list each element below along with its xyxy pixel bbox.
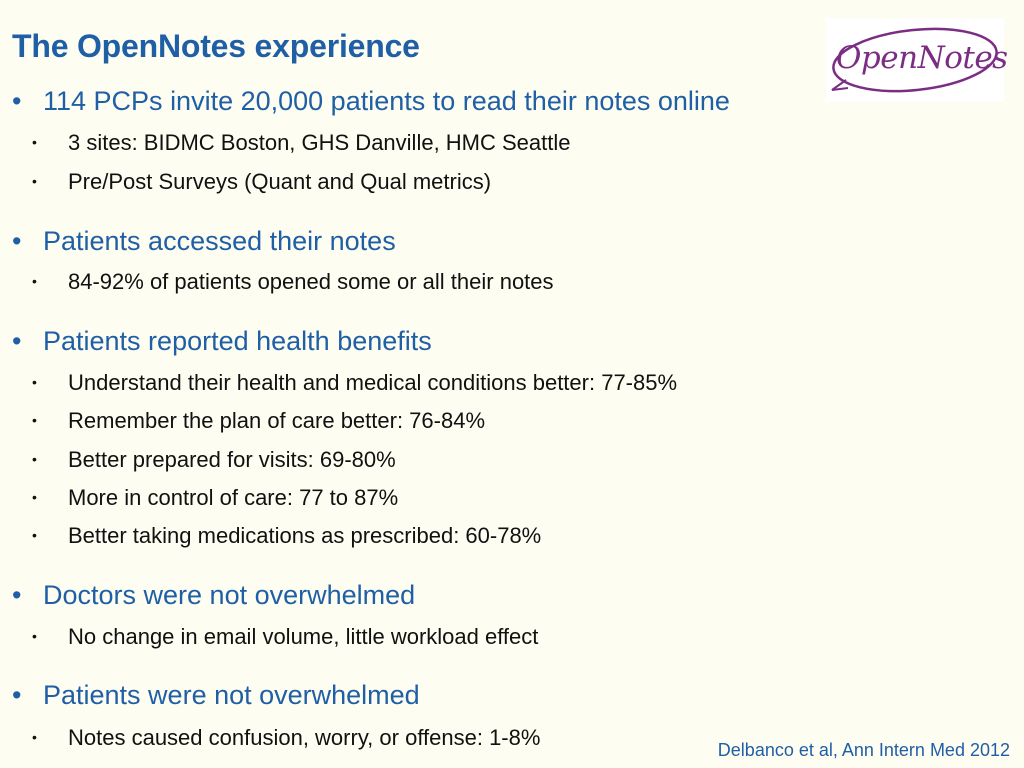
sub-bullet-item: No change in email volume, little worklo… xyxy=(32,624,538,650)
logo-swoosh-icon xyxy=(831,27,998,93)
sub-bullet-item: 84-92% of patients opened some or all th… xyxy=(32,269,554,295)
sub-bullet-item: More in control of care: 77 to 87% xyxy=(32,485,398,511)
sub-bullet-item: 3 sites: BIDMC Boston, GHS Danville, HMC… xyxy=(32,130,571,156)
sub-bullet-item: Pre/Post Surveys (Quant and Qual metrics… xyxy=(32,169,491,195)
bullet-item: Patients reported health benefits xyxy=(12,326,432,357)
citation: Delbanco et al, Ann Intern Med 2012 xyxy=(717,740,1010,760)
bullet-item: Doctors were not overwhelmed xyxy=(12,580,415,611)
bullet-item: Patients accessed their notes xyxy=(12,226,396,257)
sub-bullet-item: Remember the plan of care better: 76-84% xyxy=(32,408,485,434)
bullet-item: 114 PCPs invite 20,000 patients to read … xyxy=(12,86,730,117)
sub-bullet-item: Notes caused confusion, worry, or offens… xyxy=(32,725,540,751)
sub-bullet-item: Better prepared for visits: 69-80% xyxy=(32,447,396,473)
opennotes-logo-icon: OpenNotes xyxy=(826,18,1008,102)
sub-bullet-item: Better taking medications as prescribed:… xyxy=(32,523,541,549)
logo-wordmark: OpenNotes xyxy=(836,40,1008,76)
bullet-item: Patients were not overwhelmed xyxy=(12,680,420,711)
sub-bullet-item: Understand their health and medical cond… xyxy=(32,370,677,396)
slide-title: The OpenNotes experience xyxy=(12,28,420,64)
